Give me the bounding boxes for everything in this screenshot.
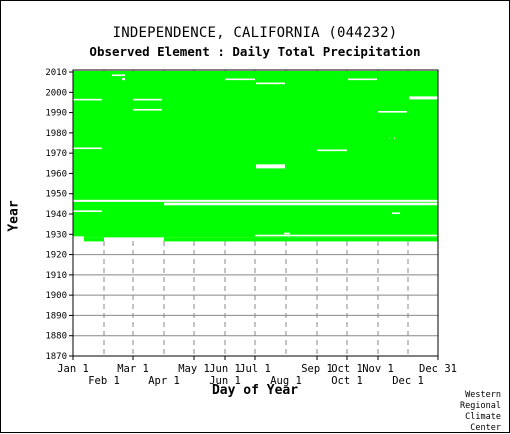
missing-data-gap (348, 78, 377, 81)
y-tick-label: 1870 (45, 352, 67, 362)
y-tick-label: 1910 (45, 271, 67, 281)
missing-data-gap (317, 149, 347, 152)
x-tick-label: Dec 1 (392, 375, 424, 387)
data-record-block (164, 237, 255, 242)
missing-data-gap (284, 232, 290, 235)
chart-subtitle: Observed Element : Daily Total Precipita… (89, 44, 421, 59)
y-tick-label: 1890 (45, 311, 67, 321)
missing-data-gap (73, 210, 102, 212)
missing-data-gap (378, 110, 407, 113)
y-tick-label: 2010 (45, 68, 67, 78)
y-tick-label: 1950 (45, 190, 67, 200)
x-tick-label: Feb 1 (88, 375, 120, 387)
missing-data-gap (73, 236, 84, 238)
y-tick-label: 2000 (45, 88, 67, 98)
missing-data-gap (133, 98, 162, 101)
x-tick-label: Jun 1 (209, 375, 241, 387)
y-tick-label: 1980 (45, 129, 67, 139)
missing-data-gap (389, 137, 390, 139)
x-tick-label: Oct 1 (331, 375, 363, 387)
missing-data-gap (73, 98, 102, 101)
missing-data-gap (122, 78, 125, 81)
y-tick-label: 1930 (45, 230, 67, 240)
y-tick-label: 1920 (45, 251, 67, 261)
y-tick-label: 1900 (45, 291, 67, 301)
credit-line: Western (465, 390, 501, 400)
missing-data-gap (394, 137, 395, 139)
x-tick-label: Aug 1 (270, 375, 302, 387)
data-record-block (84, 237, 104, 242)
x-tick-label: Oct 1 (331, 363, 363, 375)
x-tick-label: Sep 1 (301, 363, 333, 375)
x-tick-label: Jul 1 (239, 363, 271, 375)
missing-data-gap (392, 212, 400, 215)
y-tick-label: 1970 (45, 149, 67, 159)
missing-data-gap (164, 202, 438, 206)
x-tick-label: Dec 31 (419, 363, 457, 375)
credit-line: Center (470, 423, 501, 433)
missing-data-gap (409, 96, 438, 100)
missing-data-gap (112, 74, 125, 77)
data-record-block (73, 71, 438, 238)
credit-line: Climate (465, 412, 501, 422)
data-record-block (347, 237, 438, 242)
x-tick-label: May 1 (178, 363, 210, 375)
x-tick-label: Jan 1 (57, 363, 89, 375)
y-tick-label: 1880 (45, 332, 67, 342)
missing-data-gap (73, 199, 438, 202)
missing-data-gap (255, 234, 438, 237)
chart-title: INDEPENDENCE, CALIFORNIA (044232) (112, 25, 398, 41)
data-record-block (255, 237, 347, 242)
y-tick-label: 1990 (45, 109, 67, 119)
missing-data-gap (73, 147, 102, 150)
x-tick-label: Jun 1 (209, 363, 241, 375)
x-tick-label: Apr 1 (148, 375, 180, 387)
x-tick-label: Mar 1 (117, 363, 149, 375)
credit-line: Regional (460, 401, 501, 411)
y-tick-label: 1940 (45, 210, 67, 220)
missing-data-gap (256, 164, 285, 169)
credit-text: Western Regional Climate Center (441, 390, 501, 434)
x-tick-label: Nov 1 (362, 363, 394, 375)
x-axis-label: Day of Year (211, 383, 299, 398)
missing-data-gap (256, 82, 285, 85)
missing-data-gap (225, 78, 255, 81)
missing-data-gap (133, 108, 162, 111)
y-tick-label: 1960 (45, 169, 67, 179)
